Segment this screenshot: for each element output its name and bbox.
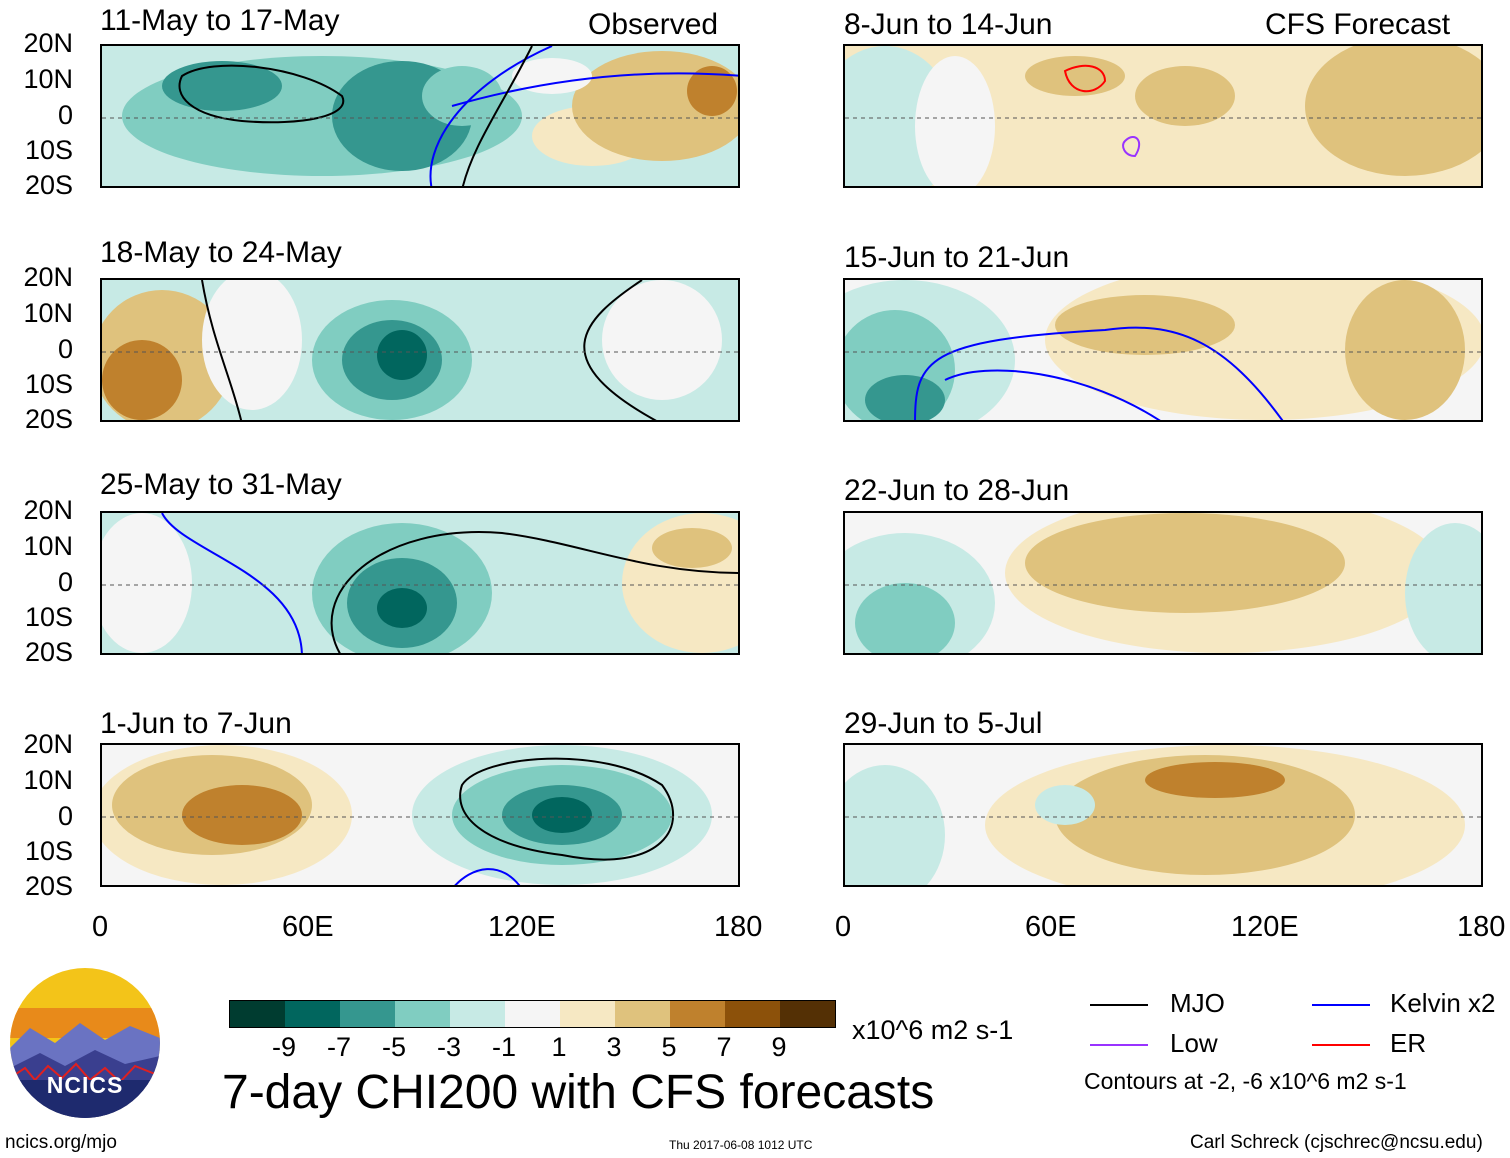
map-panel-fcst-1 <box>843 44 1483 188</box>
y-label-eq: 0 <box>57 801 73 831</box>
colorbar-swatch <box>615 1001 670 1027</box>
colorbar-swatch <box>670 1001 725 1027</box>
y-label-eq: 0 <box>57 567 73 597</box>
panel-title-3: 25-May to 31-May <box>100 468 342 501</box>
observed-header: Observed <box>588 8 719 41</box>
colorbar-label: -3 <box>436 1032 461 1062</box>
legend-low-label: Low <box>1170 1028 1218 1058</box>
footer-url: ncics.org/mjo <box>5 1132 117 1153</box>
y-label-10n: 10N <box>23 298 73 328</box>
y-label-10s: 10S <box>24 135 73 165</box>
y-label-10n: 10N <box>23 531 73 561</box>
map-panel-fcst-4 <box>843 743 1483 887</box>
colorbar-label: 7 <box>716 1032 732 1062</box>
panel-title-1: 11-May to 17-May <box>100 4 340 37</box>
panel-title-7: 22-Jun to 28-Jun <box>844 474 1070 507</box>
main-title: 7-day CHI200 with CFS forecasts <box>222 1066 935 1119</box>
colorbar <box>229 1000 836 1028</box>
map-panel-obs-3 <box>100 511 740 655</box>
legend-kelvin-label: Kelvin x2 <box>1390 988 1496 1018</box>
y-label-10s: 10S <box>24 836 73 866</box>
colorbar-swatch <box>230 1001 285 1027</box>
map-panel-obs-2 <box>100 278 740 422</box>
x-label-0: 0 <box>92 911 109 943</box>
y-label-10n: 10N <box>23 765 73 795</box>
legend-er-line <box>1312 1044 1370 1046</box>
y-label-20s: 20S <box>24 170 73 200</box>
x-label-180: 180 <box>1457 911 1506 943</box>
colorbar-swatch <box>725 1001 780 1027</box>
legend-kelvin-line <box>1312 1004 1370 1006</box>
legend-mjo-line <box>1090 1004 1148 1006</box>
x-label-60e: 60E <box>282 911 334 943</box>
map-panel-obs-1 <box>100 44 740 188</box>
panel-title-2: 18-May to 24-May <box>100 236 342 269</box>
colorbar-swatch <box>340 1001 395 1027</box>
x-label-60e: 60E <box>1025 911 1077 943</box>
legend-low-line <box>1090 1044 1148 1046</box>
y-label-20n: 20N <box>23 28 73 58</box>
colorbar-swatch <box>450 1001 505 1027</box>
colorbar-label: -7 <box>326 1032 351 1062</box>
colorbar-label: -9 <box>271 1032 296 1062</box>
footer-timestamp: Thu 2017-06-08 1012 UTC <box>669 1138 813 1152</box>
panel-title-5: 8-Jun to 14-Jun <box>844 8 1053 41</box>
colorbar-swatch <box>505 1001 560 1027</box>
x-label-180: 180 <box>714 911 763 943</box>
ncics-logo: NCICS <box>10 968 160 1118</box>
x-label-120e: 120E <box>1231 911 1299 943</box>
colorbar-label: 1 <box>551 1032 567 1062</box>
y-label-20s: 20S <box>24 871 73 901</box>
y-label-10n: 10N <box>23 64 73 94</box>
colorbar-label: 5 <box>661 1032 677 1062</box>
x-label-120e: 120E <box>488 911 556 943</box>
y-label-20s: 20S <box>24 637 73 667</box>
colorbar-swatch <box>780 1001 835 1027</box>
colorbar-swatch <box>395 1001 450 1027</box>
map-panel-fcst-3 <box>843 511 1483 655</box>
panel-title-8: 29-Jun to 5-Jul <box>844 707 1043 740</box>
forecast-header: CFS Forecast <box>1265 8 1451 41</box>
colorbar-label: -1 <box>491 1032 516 1062</box>
x-label-0: 0 <box>835 911 852 943</box>
colorbar-swatch <box>285 1001 340 1027</box>
colorbar-label: 9 <box>771 1032 787 1062</box>
logo-text: NCICS <box>46 1072 124 1098</box>
y-label-eq: 0 <box>57 100 73 130</box>
colorbar-swatch <box>560 1001 615 1027</box>
y-label-20n: 20N <box>23 729 73 759</box>
legend-mjo-label: MJO <box>1170 988 1225 1018</box>
colorbar-label: 3 <box>606 1032 622 1062</box>
colorbar-label: -5 <box>381 1032 406 1062</box>
panel-title-6: 15-Jun to 21-Jun <box>844 241 1070 274</box>
y-label-20n: 20N <box>23 495 73 525</box>
colorbar-units: x10^6 m2 s-1 <box>852 1015 1014 1045</box>
y-label-20s: 20S <box>24 404 73 434</box>
y-label-20n: 20N <box>23 262 73 292</box>
footer-credit: Carl Schreck (cjschrec@ncsu.edu) <box>1190 1132 1483 1153</box>
y-label-10s: 10S <box>24 602 73 632</box>
legend-er-label: ER <box>1390 1028 1427 1058</box>
y-label-eq: 0 <box>57 334 73 364</box>
y-label-10s: 10S <box>24 369 73 399</box>
legend-note: Contours at -2, -6 x10^6 m2 s-1 <box>1084 1068 1407 1094</box>
panel-title-4: 1-Jun to 7-Jun <box>100 707 292 740</box>
map-panel-fcst-2 <box>843 278 1483 422</box>
map-panel-obs-4 <box>100 743 740 887</box>
